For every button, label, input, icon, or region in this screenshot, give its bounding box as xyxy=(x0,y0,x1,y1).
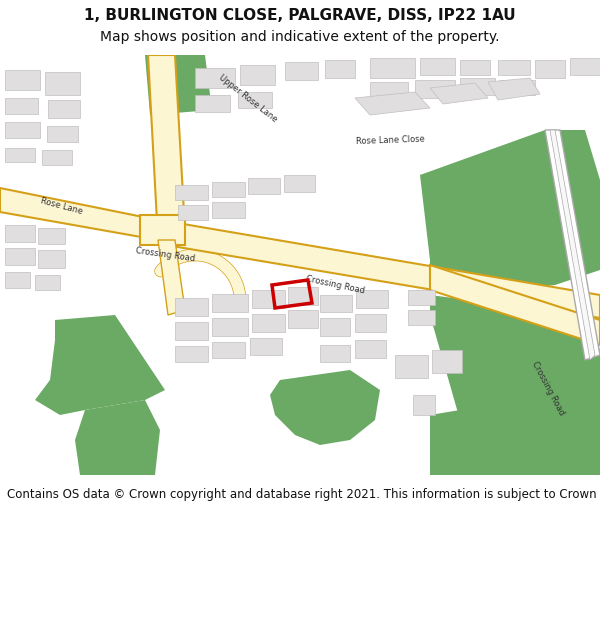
Polygon shape xyxy=(550,130,595,360)
Polygon shape xyxy=(370,82,408,100)
Text: Crossing Road: Crossing Road xyxy=(134,246,196,264)
Polygon shape xyxy=(430,83,488,104)
Text: Crossing Road: Crossing Road xyxy=(530,359,566,417)
Polygon shape xyxy=(5,272,30,288)
Polygon shape xyxy=(284,175,315,192)
Polygon shape xyxy=(415,80,455,98)
Polygon shape xyxy=(175,322,208,340)
Polygon shape xyxy=(35,275,60,290)
Polygon shape xyxy=(5,98,38,114)
Polygon shape xyxy=(145,55,212,115)
Text: Rose Lane Close: Rose Lane Close xyxy=(355,134,425,146)
Polygon shape xyxy=(175,346,208,362)
Polygon shape xyxy=(320,318,350,336)
Polygon shape xyxy=(430,405,545,475)
Polygon shape xyxy=(140,215,185,245)
Polygon shape xyxy=(432,350,462,373)
Polygon shape xyxy=(38,250,65,268)
Polygon shape xyxy=(5,248,35,265)
Text: Upper Rose Lane: Upper Rose Lane xyxy=(217,72,279,124)
Polygon shape xyxy=(212,202,245,218)
Polygon shape xyxy=(250,338,282,355)
Polygon shape xyxy=(252,290,285,308)
Polygon shape xyxy=(240,65,275,85)
Polygon shape xyxy=(355,92,430,115)
Polygon shape xyxy=(45,72,80,95)
Text: Crossing Road: Crossing Road xyxy=(305,274,365,296)
Polygon shape xyxy=(408,310,435,325)
Polygon shape xyxy=(460,78,495,95)
Text: Rose Lane: Rose Lane xyxy=(40,196,84,216)
Polygon shape xyxy=(270,370,380,445)
Polygon shape xyxy=(430,265,600,345)
Polygon shape xyxy=(570,58,600,75)
Polygon shape xyxy=(498,60,530,75)
Polygon shape xyxy=(288,287,318,305)
Polygon shape xyxy=(500,80,535,95)
Polygon shape xyxy=(413,395,435,415)
Polygon shape xyxy=(325,60,355,78)
Polygon shape xyxy=(5,70,40,90)
Polygon shape xyxy=(0,188,158,240)
Text: 1, BURLINGTON CLOSE, PALGRAVE, DISS, IP22 1AU: 1, BURLINGTON CLOSE, PALGRAVE, DISS, IP2… xyxy=(84,8,516,23)
Polygon shape xyxy=(370,58,415,78)
Polygon shape xyxy=(48,100,80,118)
Polygon shape xyxy=(35,315,165,415)
Polygon shape xyxy=(288,310,318,328)
Polygon shape xyxy=(212,182,245,197)
Polygon shape xyxy=(195,95,230,112)
Polygon shape xyxy=(420,58,455,75)
Polygon shape xyxy=(178,205,208,220)
Polygon shape xyxy=(320,295,352,312)
Polygon shape xyxy=(175,185,208,200)
Polygon shape xyxy=(148,218,600,318)
Polygon shape xyxy=(430,295,600,475)
Polygon shape xyxy=(545,130,600,360)
Polygon shape xyxy=(420,130,600,290)
Polygon shape xyxy=(175,298,208,316)
Polygon shape xyxy=(355,314,386,332)
Text: Map shows position and indicative extent of the property.: Map shows position and indicative extent… xyxy=(100,30,500,44)
Polygon shape xyxy=(252,314,285,332)
Polygon shape xyxy=(5,148,35,162)
Polygon shape xyxy=(212,342,245,358)
Polygon shape xyxy=(75,400,160,475)
Polygon shape xyxy=(212,294,248,312)
Polygon shape xyxy=(42,150,72,165)
Polygon shape xyxy=(320,345,350,362)
Polygon shape xyxy=(238,92,272,108)
Polygon shape xyxy=(47,126,78,142)
Polygon shape xyxy=(148,55,185,240)
Polygon shape xyxy=(488,78,540,100)
Polygon shape xyxy=(285,62,318,80)
Polygon shape xyxy=(355,340,386,358)
Polygon shape xyxy=(158,240,185,315)
Polygon shape xyxy=(5,225,35,242)
Polygon shape xyxy=(38,228,65,244)
Polygon shape xyxy=(535,60,565,78)
Polygon shape xyxy=(460,60,490,75)
Polygon shape xyxy=(5,122,40,138)
Polygon shape xyxy=(408,290,435,305)
Polygon shape xyxy=(395,355,428,378)
Polygon shape xyxy=(248,178,280,194)
Polygon shape xyxy=(212,318,248,336)
Text: Contains OS data © Crown copyright and database right 2021. This information is : Contains OS data © Crown copyright and d… xyxy=(7,488,600,501)
Polygon shape xyxy=(195,68,235,88)
Polygon shape xyxy=(356,290,388,308)
